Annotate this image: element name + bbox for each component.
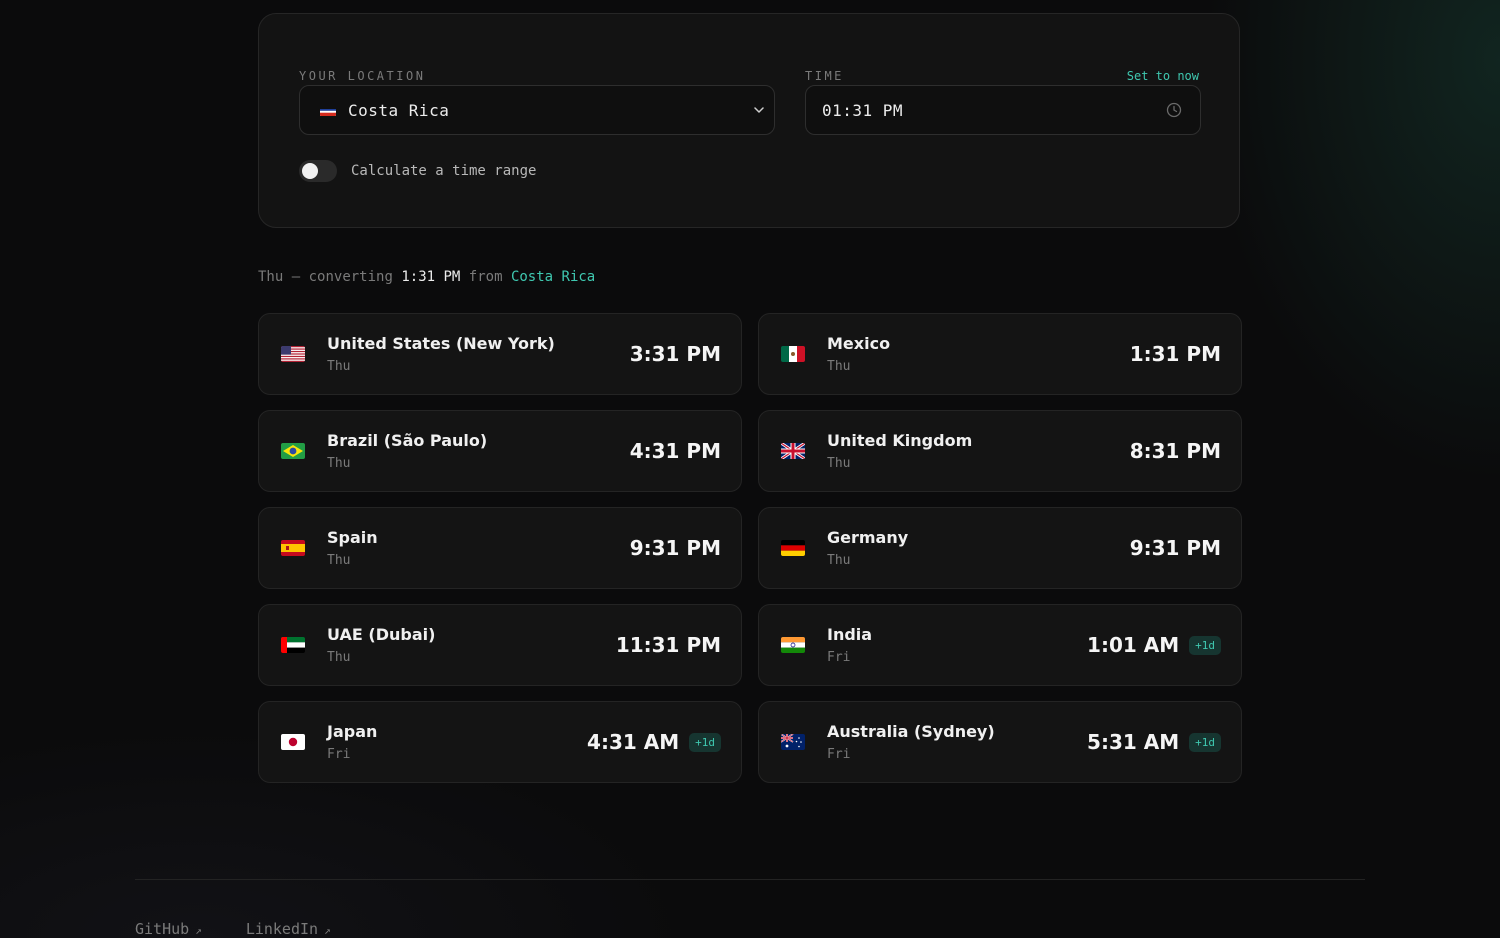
converted-time: 9:31 PM — [1129, 536, 1221, 560]
time-value: 01:31 PM — [822, 100, 904, 120]
settings-panel: YOUR LOCATION TIME Set to now Costa Rica… — [258, 13, 1240, 228]
brazil-flag-icon — [281, 443, 305, 459]
day-label: Thu — [827, 553, 851, 568]
chevron-down-icon — [754, 107, 764, 113]
summary-converting: converting — [308, 269, 393, 285]
germany-flag-icon — [781, 540, 805, 556]
conversion-card: Australia (Sydney) Fri 5:31 AM +1d — [758, 701, 1242, 783]
country-name: India — [827, 625, 873, 644]
next-day-badge: +1d — [1189, 635, 1221, 655]
time-input[interactable]: 01:31 PM — [805, 85, 1201, 135]
time-range-label: Calculate a time range — [351, 163, 537, 179]
time-range-toggle[interactable] — [299, 160, 337, 182]
day-label: Thu — [327, 359, 351, 374]
day-label: Thu — [827, 456, 851, 471]
conversion-card: Japan Fri 4:31 AM +1d — [258, 701, 742, 783]
converted-time: 1:01 AM — [1087, 633, 1180, 657]
converted-time: 4:31 PM — [629, 439, 721, 463]
set-to-now-button[interactable]: Set to now — [1126, 69, 1199, 83]
summary-time: 1:31 PM — [401, 269, 461, 285]
conversion-card: India Fri 1:01 AM +1d — [758, 604, 1242, 686]
conversion-card: United States (New York) Thu 3:31 PM — [258, 313, 742, 395]
selected-country: Costa Rica — [348, 100, 450, 120]
day-label: Thu — [827, 359, 851, 374]
mexico-flag-icon — [781, 346, 805, 362]
summary-dash: — — [291, 269, 301, 285]
summary-from: from — [468, 269, 503, 285]
summary-country: Costa Rica — [510, 269, 596, 285]
external-link-icon: ↗ — [324, 924, 331, 937]
next-day-badge: +1d — [1189, 732, 1221, 752]
summary-day: Thu — [258, 269, 284, 285]
day-label: Thu — [327, 650, 351, 665]
conversion-card: Germany Thu 9:31 PM — [758, 507, 1242, 589]
country-name: Brazil (São Paulo) — [327, 431, 488, 450]
country-name: Germany — [827, 528, 909, 547]
toggle-knob — [302, 163, 318, 179]
conversion-card: United Kingdom Thu 8:31 PM — [758, 410, 1242, 492]
day-label: Fri — [827, 650, 851, 665]
conversion-grid: United States (New York) Thu 3:31 PM Mex… — [258, 313, 1242, 783]
day-label: Fri — [327, 747, 351, 762]
converted-time: 4:31 AM — [587, 730, 680, 754]
converted-time: 1:31 PM — [1129, 342, 1221, 366]
country-name: Spain — [327, 528, 378, 547]
location-select[interactable]: Costa Rica — [299, 85, 775, 135]
external-link-icon: ↗ — [195, 924, 202, 937]
japan-flag-icon — [281, 734, 305, 750]
linkedin-link-label: LinkedIn — [245, 920, 319, 938]
converted-time: 9:31 PM — [629, 536, 721, 560]
country-name: Mexico — [827, 334, 891, 353]
linkedin-link[interactable]: LinkedIn ↗ — [246, 920, 331, 938]
conversion-summary: Thu — converting 1:31 PM from Costa Rica — [258, 269, 595, 285]
costa-rica-flag-icon — [320, 105, 336, 116]
day-label: Thu — [327, 456, 351, 471]
conversion-card: Brazil (São Paulo) Thu 4:31 PM — [258, 410, 742, 492]
us-flag-icon — [281, 346, 305, 362]
uae-flag-icon — [281, 637, 305, 653]
github-link[interactable]: GitHub ↗ — [135, 920, 202, 938]
conversion-card: Spain Thu 9:31 PM — [258, 507, 742, 589]
converted-time: 3:31 PM — [629, 342, 721, 366]
time-range-toggle-row: Calculate a time range — [299, 160, 536, 182]
converted-time: 11:31 PM — [615, 633, 721, 657]
country-name: Australia (Sydney) — [827, 722, 995, 741]
country-name: United States (New York) — [327, 334, 555, 353]
next-day-badge: +1d — [689, 732, 721, 752]
conversion-card: UAE (Dubai) Thu 11:31 PM — [258, 604, 742, 686]
conversion-card: Mexico Thu 1:31 PM — [758, 313, 1242, 395]
india-flag-icon — [781, 637, 805, 653]
country-name: United Kingdom — [827, 431, 973, 450]
footer-links: GitHub ↗ LinkedIn ↗ — [135, 920, 331, 938]
converted-time: 8:31 PM — [1129, 439, 1221, 463]
country-name: UAE (Dubai) — [327, 625, 436, 644]
spain-flag-icon — [281, 540, 305, 556]
clock-icon[interactable] — [1166, 102, 1182, 118]
uk-flag-icon — [781, 443, 805, 459]
converted-time: 5:31 AM — [1087, 730, 1180, 754]
footer-divider — [135, 879, 1365, 880]
time-label: TIME — [805, 69, 844, 83]
country-name: Japan — [327, 722, 378, 741]
day-label: Fri — [827, 747, 851, 762]
day-label: Thu — [327, 553, 351, 568]
github-link-label: GitHub — [135, 920, 190, 938]
australia-flag-icon — [781, 734, 805, 750]
location-label: YOUR LOCATION — [299, 69, 426, 83]
